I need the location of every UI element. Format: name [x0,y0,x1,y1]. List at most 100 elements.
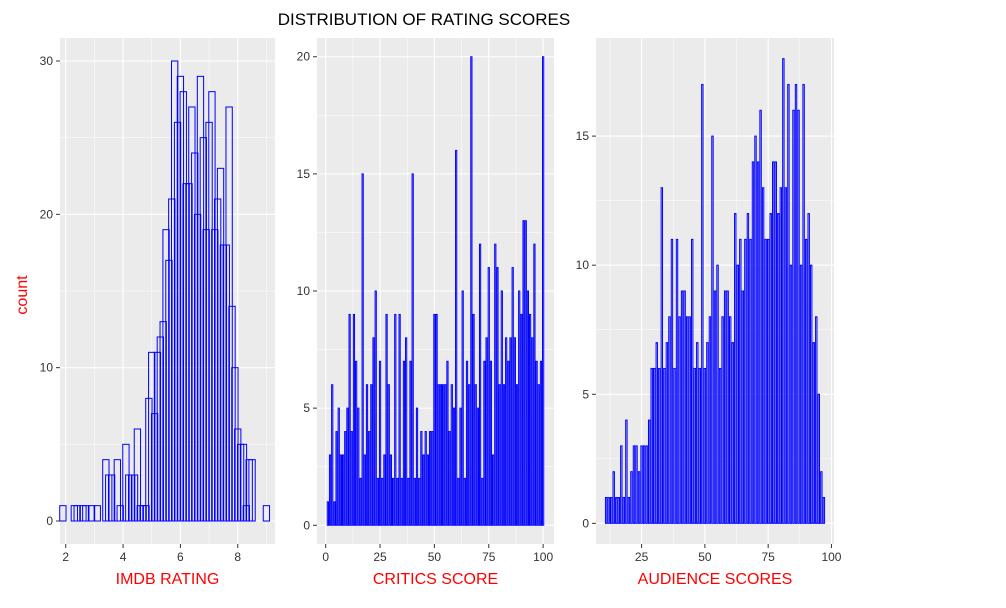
critics-bar [348,313,351,526]
critics-bar [463,477,466,526]
critics-x-tick-label: 100 [533,550,553,564]
audience-x-tick-label: 75 [761,550,775,564]
audience-bar [726,290,729,524]
critics-x-tick-label: 50 [428,550,442,564]
imdb-x-tick-label: 8 [234,550,241,564]
critics-bar [385,313,388,526]
critics-bar [359,477,362,526]
critics-bar [326,501,329,526]
critics-y-tick-label: 5 [303,401,310,415]
critics-bar [498,384,501,526]
audience-bar [822,497,826,524]
critics-bar [392,477,395,526]
audience-bar [678,316,681,524]
audience-bar [637,471,641,524]
audience-bar [721,316,724,524]
critics-bar [442,384,445,526]
critics-x-tick-label: 75 [482,550,496,564]
critics-bar [459,407,462,526]
imdb-x-axis-title: IMDB RATING [116,571,220,588]
imdb-bar [248,459,256,522]
critics-bar [483,360,486,526]
critics-bar [407,477,410,526]
critics-bar [331,384,334,526]
critics-bar [374,290,377,526]
critics-bar [513,337,516,526]
critics-bar [413,477,416,526]
audience-bar [680,290,684,524]
critics-bar [394,313,397,526]
audience-bar [807,213,810,524]
critics-bar [533,243,536,526]
critics-bar [383,454,386,526]
critics-bar [526,290,530,526]
critics-bar [535,360,538,526]
audience-bar [665,342,669,524]
critics-bar [352,313,356,526]
audience-bar [751,161,755,524]
audience-bar [691,238,694,524]
audience-bar [683,290,686,524]
imdb-rating-panel: 0 10 20 30 2 4 6 8 IMDB RATING [40,38,275,588]
audience-bar [620,445,623,524]
critics-bar [355,360,358,526]
audience-x-tick-label: 100 [821,550,841,564]
critics-bar [509,337,512,526]
critics-bar [409,360,412,526]
imdb-bar [73,505,81,522]
audience-bar [713,290,717,524]
audience-bar [815,316,818,524]
audience-y-tick-label: 10 [576,258,590,272]
audience-bar [820,471,823,524]
audience-bar [777,213,780,524]
audience-bar [756,161,760,524]
audience-bar [696,342,699,524]
critics-bar [402,360,406,526]
audience-bar [754,135,757,524]
critics-bar [500,290,503,526]
audience-bar [792,109,795,524]
critics-bar [539,360,543,526]
audience-bar [774,161,777,524]
audience-bar [708,316,712,524]
audience-bar [769,213,772,524]
audience-bar [723,290,727,524]
critics-bar [481,477,484,526]
critics-bar [337,407,340,526]
critics-bar [333,501,336,526]
audience-bar [744,238,747,524]
critics-bar [426,454,429,526]
audience-bar [688,316,691,524]
critics-bar [424,431,427,526]
audience-bar [668,316,671,524]
audience-bar [698,367,702,524]
audience-bar [617,497,620,524]
critics-bar [507,360,510,526]
audience-bar [779,187,783,524]
audience-bar [660,187,664,524]
critics-bar [433,313,436,526]
critics-bar [448,431,451,526]
audience-bar [772,161,775,524]
audience-bar [739,238,742,524]
critics-bar [398,313,401,526]
critics-bar [428,431,432,526]
critics-bar [515,384,519,526]
critics-bar [365,384,369,526]
critics-bar [465,360,469,526]
critics-bar [420,431,423,526]
critics-bar [489,360,493,526]
audience-bar [759,109,762,524]
critics-bar [396,477,399,526]
audience-scores-panel: 0 5 10 15 25 50 75 100 AUDIENCE SCORES [576,38,842,588]
critics-bar [505,337,508,526]
critics-bar [368,431,371,526]
critics-bar [341,454,345,526]
audience-bar [746,213,750,524]
critics-bar [537,384,540,526]
critics-bar [335,431,338,526]
critics-bar [470,56,473,526]
audience-bar [612,471,615,524]
critics-bar [528,313,532,526]
audience-bar [703,367,707,524]
